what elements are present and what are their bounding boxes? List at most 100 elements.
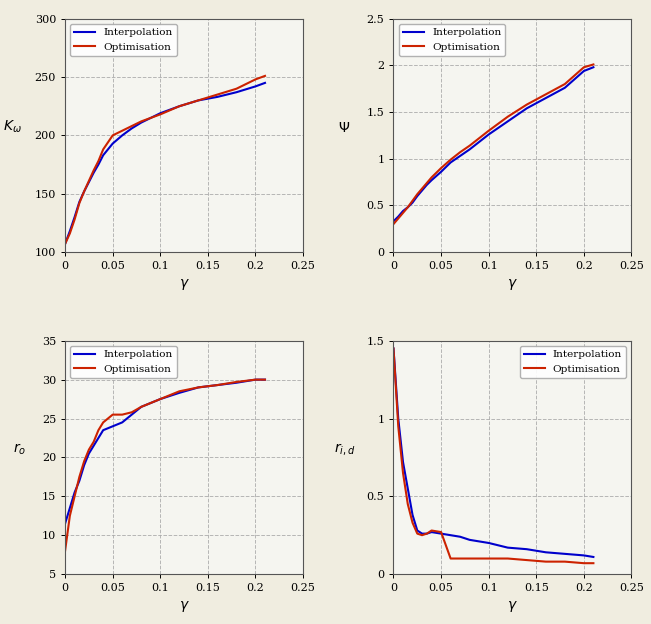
Optimisation [66, 512, 74, 520]
Optimisation [404, 203, 411, 211]
Optimisation [418, 185, 426, 192]
Optimisation [61, 547, 69, 555]
Optimisation [175, 102, 183, 110]
Interpolation [128, 125, 135, 132]
Optimisation [437, 529, 445, 536]
Optimisation [156, 396, 164, 403]
Optimisation [485, 127, 493, 134]
Interpolation [156, 109, 164, 117]
Optimisation [542, 558, 549, 565]
Y-axis label: $r_o$: $r_o$ [13, 442, 26, 457]
Optimisation [214, 91, 221, 99]
Optimisation [251, 76, 259, 83]
Interpolation [61, 240, 69, 248]
Interpolation [80, 461, 88, 469]
Interpolation [475, 538, 483, 545]
Interpolation [232, 379, 240, 386]
Interpolation [395, 213, 402, 220]
Interpolation [542, 548, 549, 556]
Optimisation [66, 230, 74, 237]
Interpolation [109, 422, 117, 430]
Optimisation [128, 409, 135, 416]
Optimisation [261, 376, 269, 383]
Optimisation [137, 403, 145, 411]
Interpolation [214, 93, 221, 100]
Optimisation [590, 61, 598, 68]
Optimisation [85, 177, 93, 185]
Interpolation [71, 489, 79, 496]
Optimisation [542, 90, 549, 98]
Interpolation [428, 529, 436, 536]
Interpolation [147, 399, 155, 407]
Optimisation [118, 411, 126, 418]
Optimisation [409, 197, 417, 205]
Optimisation [85, 446, 93, 454]
Interpolation [428, 177, 436, 184]
Line: Optimisation: Optimisation [393, 349, 594, 563]
Interpolation [76, 198, 83, 206]
Optimisation [485, 555, 493, 562]
Interpolation [261, 79, 269, 87]
Optimisation [128, 122, 135, 130]
Optimisation [523, 101, 531, 109]
Interpolation [66, 227, 74, 235]
Interpolation [99, 152, 107, 159]
Optimisation [447, 156, 454, 163]
Interpolation [456, 152, 464, 160]
Interpolation [590, 64, 598, 71]
Optimisation [428, 527, 436, 534]
Optimisation [437, 164, 445, 172]
Optimisation [413, 530, 421, 537]
Optimisation [475, 555, 483, 562]
Interpolation [85, 450, 93, 457]
X-axis label: $\gamma$: $\gamma$ [507, 276, 518, 291]
X-axis label: $\gamma$: $\gamma$ [178, 598, 189, 613]
Interpolation [90, 442, 98, 449]
Line: Optimisation: Optimisation [65, 379, 265, 551]
Optimisation [99, 145, 107, 153]
Optimisation [389, 345, 397, 353]
Legend: Interpolation, Optimisation: Interpolation, Optimisation [70, 346, 177, 378]
Optimisation [80, 457, 88, 465]
Interpolation [437, 168, 445, 175]
Optimisation [504, 555, 512, 562]
Optimisation [580, 64, 588, 71]
Y-axis label: $K_\omega$: $K_\omega$ [3, 119, 22, 135]
Optimisation [418, 532, 426, 539]
Optimisation [399, 209, 407, 217]
Interpolation [561, 84, 569, 92]
Interpolation [175, 102, 183, 110]
Interpolation [437, 530, 445, 537]
Interpolation [447, 158, 454, 166]
Interpolation [475, 138, 483, 145]
Interpolation [504, 118, 512, 125]
Interpolation [399, 459, 407, 466]
X-axis label: $\gamma$: $\gamma$ [507, 598, 518, 613]
Interpolation [195, 384, 202, 391]
Interpolation [118, 132, 126, 139]
Optimisation [395, 215, 402, 222]
Interpolation [409, 199, 417, 207]
Optimisation [109, 411, 117, 418]
Optimisation [389, 220, 397, 228]
Y-axis label: $\Psi$: $\Psi$ [339, 122, 350, 135]
Interpolation [61, 520, 69, 527]
Interpolation [251, 82, 259, 90]
Interpolation [137, 119, 145, 126]
Interpolation [413, 192, 421, 200]
Interpolation [214, 381, 221, 389]
Interpolation [580, 552, 588, 559]
Interpolation [418, 187, 426, 194]
Legend: Interpolation, Optimisation: Interpolation, Optimisation [70, 24, 177, 56]
Optimisation [465, 555, 473, 562]
Interpolation [418, 530, 426, 537]
Optimisation [580, 560, 588, 567]
Optimisation [232, 378, 240, 386]
Line: Optimisation: Optimisation [393, 64, 594, 224]
Optimisation [523, 557, 531, 564]
Interpolation [485, 539, 493, 547]
Optimisation [147, 399, 155, 407]
Interpolation [485, 130, 493, 138]
Optimisation [261, 72, 269, 80]
Optimisation [423, 530, 431, 537]
